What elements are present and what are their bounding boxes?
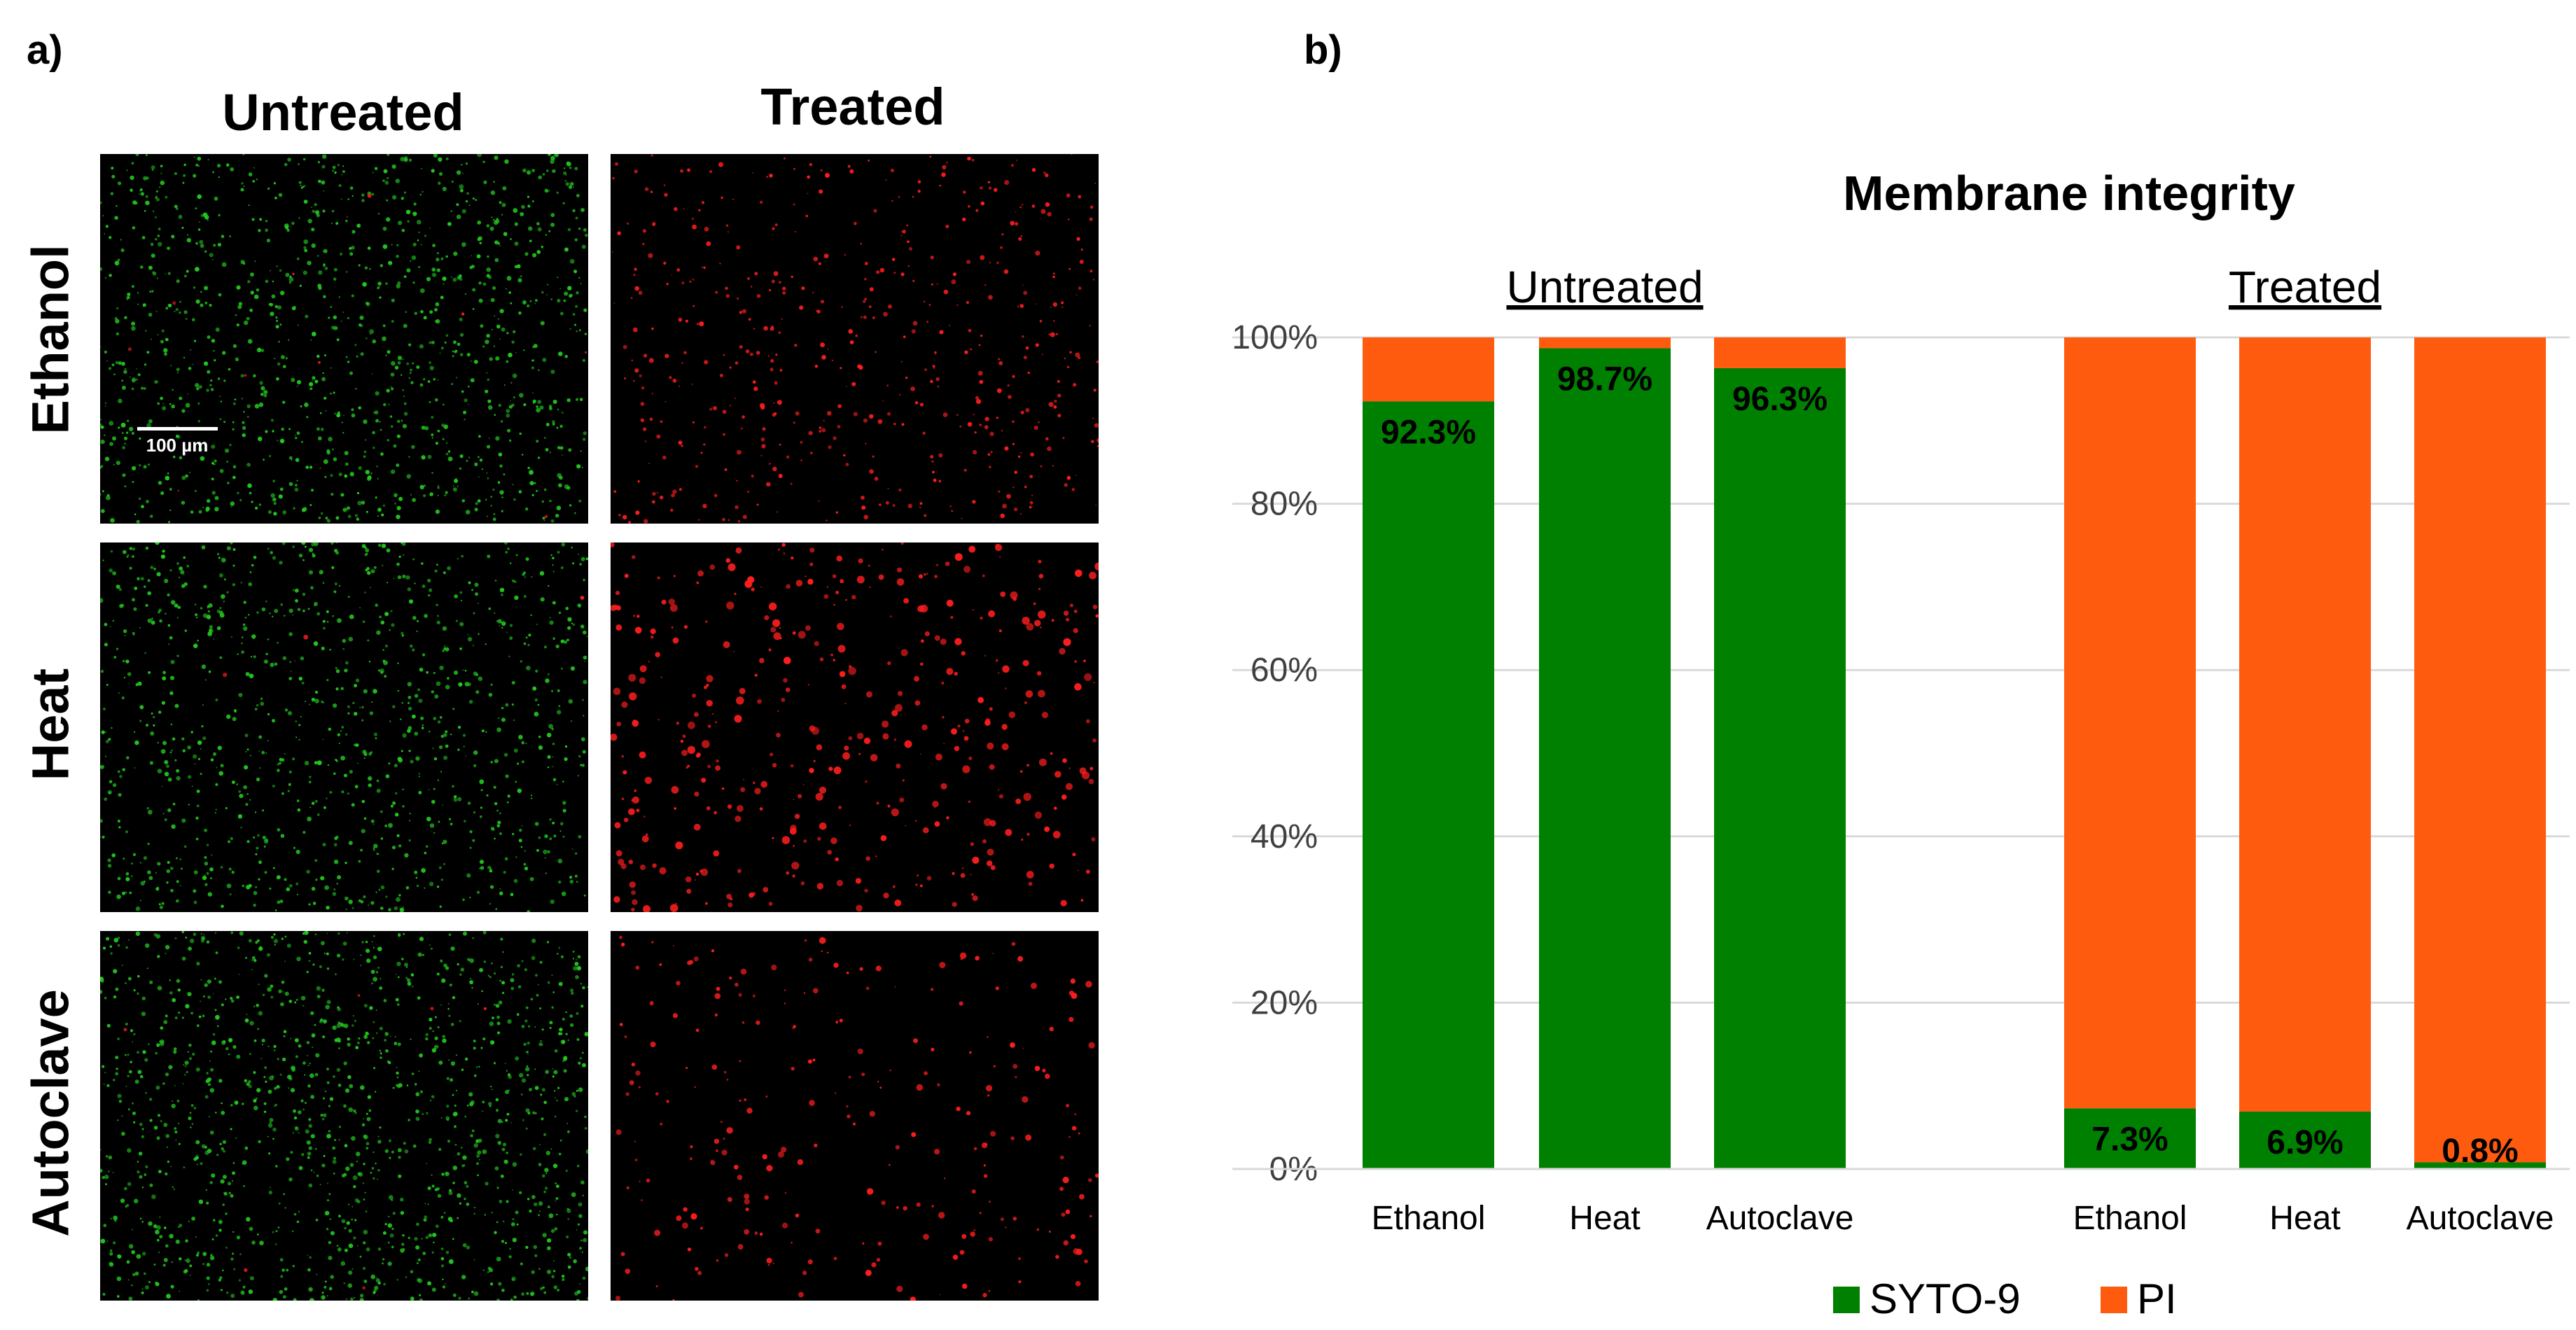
bar-syto-9 (2064, 1108, 2196, 1169)
x-tick-label: Autoclave (1706, 1200, 1854, 1237)
panel-b-label: b) (1304, 27, 1342, 73)
panel-a-label: a) (27, 27, 63, 73)
bar-pi (2239, 337, 2371, 1112)
bar-syto-9 (2414, 1162, 2546, 1169)
cell-dots (100, 931, 588, 1301)
y-tick-label: 20% (1251, 984, 1318, 1021)
x-tick-label: Heat (2269, 1200, 2340, 1237)
data-label: 92.3% (1381, 414, 1476, 451)
legend: SYTO-9 PI (1833, 1275, 2177, 1322)
cell-dots (611, 542, 1099, 912)
data-label: 7.3% (2091, 1121, 2168, 1158)
micrograph-treated-autoclave (611, 931, 1099, 1301)
bar-syto-9 (2239, 1112, 2371, 1169)
y-tick-label: 60% (1251, 652, 1318, 689)
group-label: Treated (2229, 262, 2381, 312)
bar-syto-9 (1363, 401, 1494, 1169)
y-tick-label: 100% (1232, 319, 1318, 356)
legend-label: PI (2137, 1275, 2177, 1322)
x-tick-label: Ethanol (2073, 1200, 2187, 1237)
cell-dots (100, 154, 588, 524)
legend-swatch (1833, 1287, 1860, 1313)
cell-dots (612, 154, 1099, 524)
x-tick-label: Heat (1569, 1200, 1640, 1237)
dots-layer (100, 154, 588, 524)
chart-title: Membrane integrity (1843, 166, 2295, 220)
y-tick-label: 40% (1251, 818, 1318, 855)
dots-layer (611, 542, 1099, 912)
group-label: Untreated (1506, 262, 1703, 312)
micrograph-treated-ethanol (611, 154, 1099, 524)
scale-bar: 100 µm (135, 427, 219, 456)
column-header-untreated: Untreated (222, 83, 464, 141)
micrograph-untreated-autoclave (100, 931, 588, 1301)
scale-bar-line (137, 427, 218, 430)
micrograph-untreated-heat (100, 542, 588, 912)
dots-layer (100, 931, 588, 1301)
y-tick-label: 80% (1251, 486, 1318, 523)
bar-syto-9 (1539, 348, 1671, 1170)
legend-label: SYTO-9 (1870, 1275, 2021, 1322)
bar-pi (1714, 337, 1846, 368)
dots-layer (100, 542, 588, 912)
data-label: 6.9% (2267, 1124, 2343, 1161)
x-tick-label: Autoclave (2407, 1200, 2554, 1237)
column-header-treated: Treated (760, 78, 945, 136)
row-header-ethanol: Ethanol (21, 244, 80, 435)
cell-dots (100, 542, 588, 912)
bar-syto-9 (1714, 368, 1846, 1169)
cell-dots (615, 935, 1099, 1301)
data-label: 0.8% (2442, 1133, 2518, 1170)
row-header-autoclave: Autoclave (21, 989, 80, 1237)
data-label: 98.7% (1557, 360, 1652, 398)
dots-layer (615, 935, 1099, 1301)
x-tick-label: Ethanol (1372, 1200, 1486, 1237)
micrograph-untreated-ethanol: 100 µm (100, 154, 588, 524)
dots-layer (612, 154, 1099, 524)
scale-bar-label: 100 µm (146, 435, 209, 456)
stacked-bar-chart: Membrane integrity0%20%40%60%80%100%92.3… (1232, 166, 2570, 1322)
bar-pi (1539, 337, 1671, 349)
bar-pi (1363, 337, 1494, 402)
data-label: 96.3% (1732, 381, 1827, 418)
micrograph-treated-heat (611, 542, 1099, 912)
bar-pi (2064, 337, 2196, 1109)
legend-swatch (2101, 1287, 2127, 1313)
row-header-heat: Heat (21, 668, 80, 781)
bar-pi (2414, 337, 2546, 1163)
